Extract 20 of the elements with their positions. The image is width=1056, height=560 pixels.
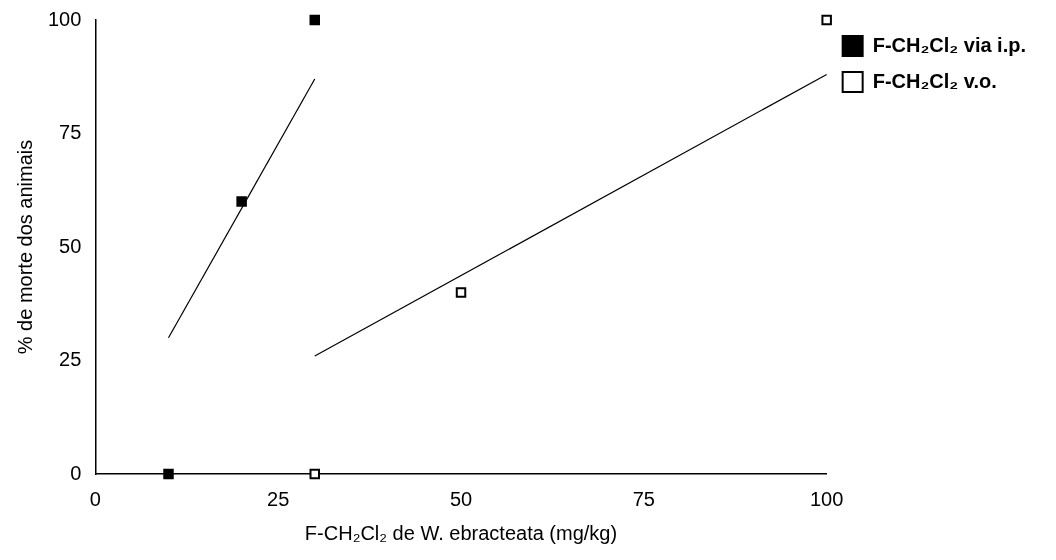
point	[821, 14, 832, 26]
point	[455, 287, 467, 298]
point	[163, 468, 174, 480]
x-tick-label: 50	[449, 487, 473, 510]
y-axis-title: % de morte dos animais	[13, 139, 36, 355]
y-tick-label: 0	[70, 461, 82, 484]
point	[309, 14, 320, 26]
x-tick-label: 75	[632, 487, 655, 510]
y-tick-label: 100	[47, 7, 82, 30]
point	[236, 196, 247, 207]
x-tick-label: 25	[267, 487, 290, 510]
legend-label: F-CH₂Cl₂ v.o.	[872, 69, 997, 92]
point	[309, 468, 320, 480]
y-tick-label: 25	[59, 348, 82, 371]
y-tick-label: 50	[59, 234, 82, 257]
legend-label: F-CH₂Cl₂ via i.p.	[872, 33, 1026, 56]
x-tick-label: 100	[809, 487, 844, 510]
x-axis-title: F-CH₂Cl₂ de W. ebracteata (mg/kg)	[304, 521, 618, 544]
y-tick-label: 75	[59, 121, 82, 144]
x-tick-label: 0	[89, 487, 101, 510]
